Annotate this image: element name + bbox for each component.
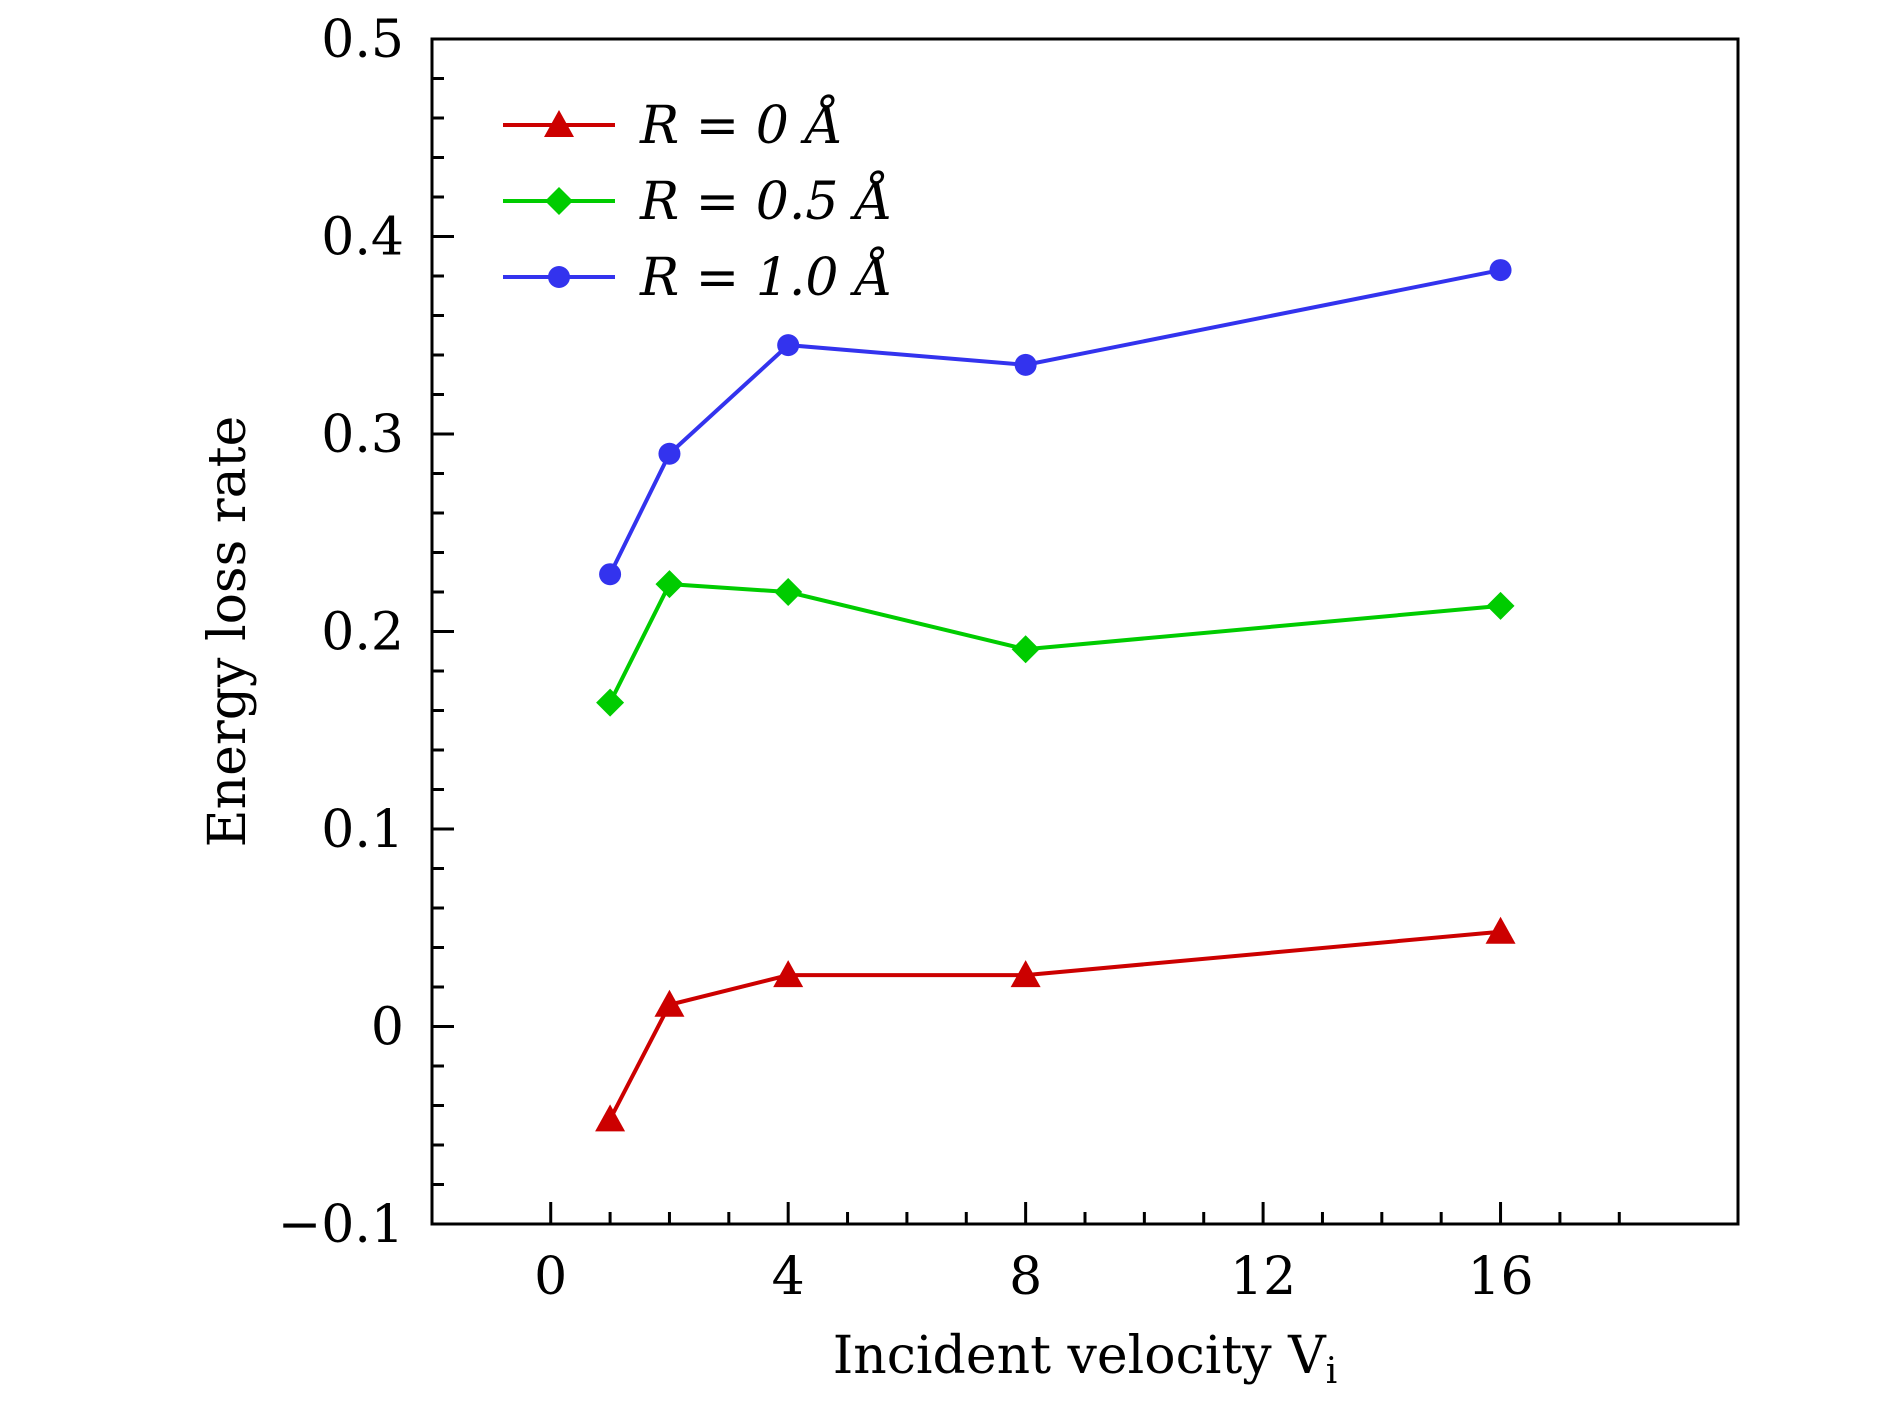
data-point <box>777 334 800 357</box>
data-point <box>654 989 685 1017</box>
series-3 <box>599 259 1512 586</box>
legend-entry: R = 0.5 Å <box>503 170 893 232</box>
y-tick-label: 0.3 <box>321 405 404 465</box>
x-tick-label: 0 <box>534 1247 567 1307</box>
series-2 <box>596 570 1515 717</box>
y-tick-label: 0.4 <box>321 208 404 268</box>
x-tick-label: 16 <box>1467 1247 1533 1307</box>
data-point <box>599 563 622 586</box>
y-tick-label: 0 <box>371 998 404 1058</box>
axis-ticks <box>432 37 1621 1226</box>
data-point <box>596 688 625 717</box>
data-point <box>1486 591 1515 620</box>
y-tick-label: −0.1 <box>278 1195 404 1255</box>
x-axis-title: Incident velocity Vi <box>833 1326 1337 1392</box>
legend-label: R = 0 Å <box>639 94 843 156</box>
legend-label: R = 0.5 Å <box>639 170 893 232</box>
series-line <box>608 929 1501 1121</box>
y-tick-label: 0.2 <box>321 603 404 663</box>
legend-label: R = 1.0 Å <box>639 246 893 308</box>
legend-swatch-marker <box>544 110 574 137</box>
y-axis-title: Energy loss rate <box>198 416 258 848</box>
series-1 <box>595 916 1516 1132</box>
data-point <box>1010 960 1041 988</box>
data-point <box>595 1104 626 1132</box>
series-line <box>608 268 1501 576</box>
x-tick-label: 12 <box>1230 1247 1296 1307</box>
series-line <box>608 582 1501 704</box>
plot-frame <box>430 37 1740 1226</box>
x-tick-label: 4 <box>772 1247 805 1307</box>
data-point <box>774 578 803 606</box>
data-point <box>1489 259 1512 282</box>
legend-entry: R = 0 Å <box>503 94 843 156</box>
data-series <box>595 259 1516 1132</box>
data-point <box>655 570 684 599</box>
data-point <box>1011 635 1040 664</box>
legend-swatch-marker <box>545 187 573 215</box>
data-point <box>1485 916 1516 944</box>
x-tick-label: 8 <box>1009 1247 1042 1307</box>
data-point <box>658 442 681 465</box>
y-tick-label: 0.1 <box>321 800 404 860</box>
tick-labels: 0 4 8 12 16 −0.1 0 0.1 0.2 0.3 0.4 0.5 <box>278 10 1534 1307</box>
legend-entry: R = 1.0 Å <box>503 246 893 308</box>
legend-swatch-marker <box>548 266 570 288</box>
y-tick-label: 0.5 <box>321 10 404 70</box>
data-point <box>1014 353 1037 376</box>
legend: R = 0 Å R = 0.5 Å R = 1.0 Å <box>503 94 893 308</box>
data-point <box>773 960 804 988</box>
